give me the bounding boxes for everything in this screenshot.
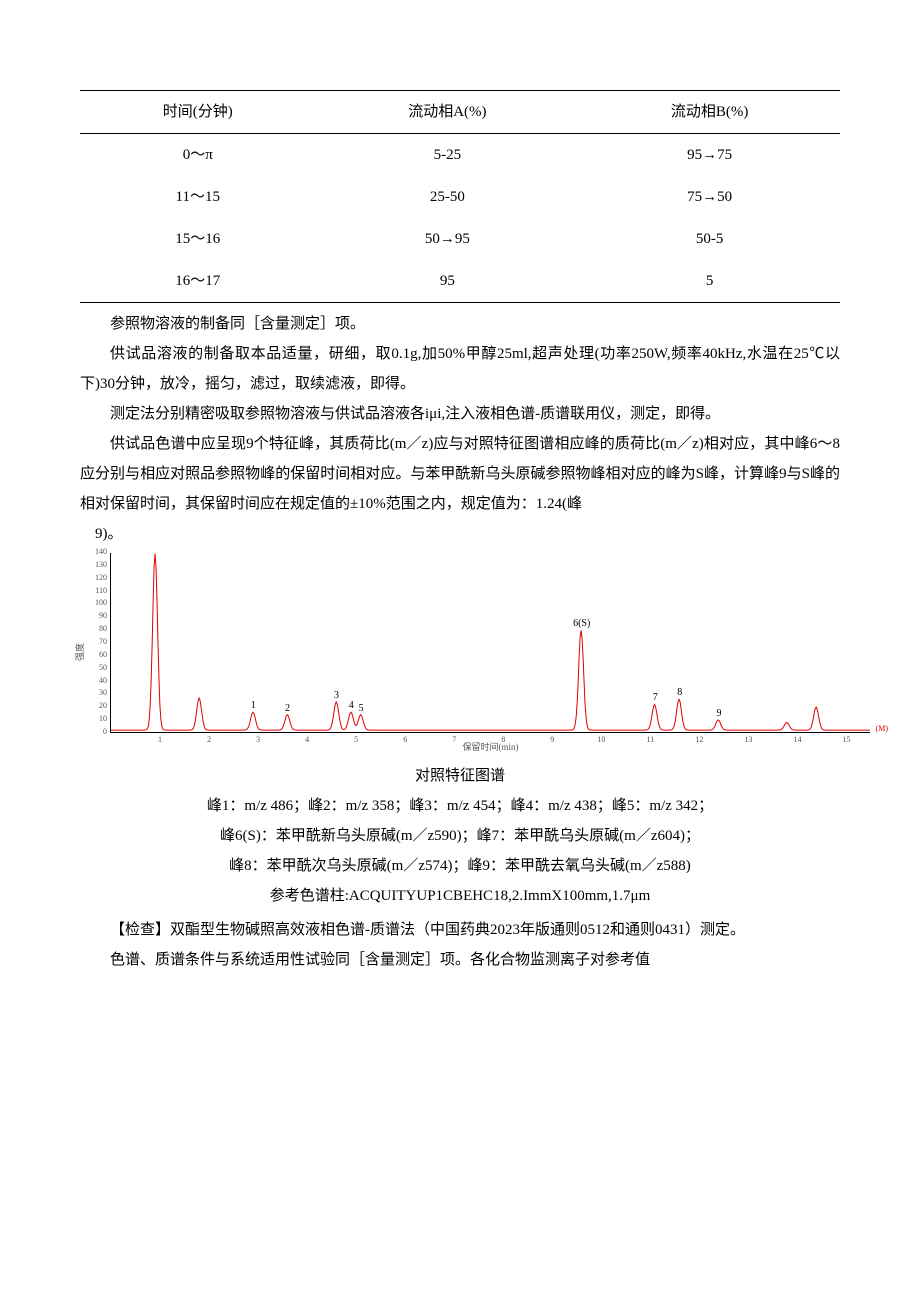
x-tick: 12 xyxy=(695,736,703,744)
table-cell: 50-5 xyxy=(579,218,840,260)
y-tick: 70 xyxy=(83,638,107,646)
axis-end-label: (M) xyxy=(876,721,888,737)
gradient-table: 时间(分钟) 流动相A(%) 流动相B(%) 0～π5-2595→7511～15… xyxy=(80,90,840,303)
table-row: 0～π5-2595→75 xyxy=(80,134,840,177)
x-tick: 10 xyxy=(597,736,605,744)
table-cell: 95 xyxy=(316,260,580,303)
peak-label: 4 xyxy=(349,701,354,711)
x-tick: 11 xyxy=(646,736,654,744)
x-tick: 7 xyxy=(452,736,456,744)
para-4: 供试品色谱中应呈现9个特征峰，其质荷比(m／z)应与对照特征图谱相应峰的质荷比(… xyxy=(80,429,840,519)
y-tick: 40 xyxy=(83,677,107,685)
chart-caption: 对照特征图谱 xyxy=(80,761,840,791)
para-3: 测定法分别精密吸取参照物溶液与供试品溶液各iμi,注入液相色谱-质谱联用仪，测定… xyxy=(80,399,840,429)
table-cell: 75→50 xyxy=(579,176,840,218)
x-tick: 4 xyxy=(305,736,309,744)
table-row: 16～17955 xyxy=(80,260,840,303)
peak-label: 5 xyxy=(359,704,364,714)
table-cell: 0～π xyxy=(80,134,316,177)
table-cell: 50→95 xyxy=(316,218,580,260)
table-row: 11～1525-5075→50 xyxy=(80,176,840,218)
y-tick: 20 xyxy=(83,702,107,710)
y-tick: 10 xyxy=(83,715,107,723)
y-tick: 50 xyxy=(83,664,107,672)
x-tick: 3 xyxy=(256,736,260,744)
table-cell: 5-25 xyxy=(316,134,580,177)
x-tick: 5 xyxy=(354,736,358,744)
para-7: 色谱、质谱条件与系统适用性试验同［含量测定］项。各化合物监测离子对参考值 xyxy=(80,945,840,975)
legend-line-4: 参考色谱柱:ACQUITYUP1CBEHC18,2.ImmX100mm,1.7μ… xyxy=(80,881,840,911)
para-6: 【检查】双酯型生物碱照高效液相色谱-质谱法（中国药典2023年版通则0512和通… xyxy=(80,915,840,945)
para-1: 参照物溶液的制备同［含量测定］项。 xyxy=(80,309,840,339)
table-row: 15～1650→9550-5 xyxy=(80,218,840,260)
peak-label: 3 xyxy=(334,691,339,701)
peak-label: 9 xyxy=(717,709,722,719)
x-axis-label: 保留时间(min) xyxy=(463,738,519,756)
para-2: 供试品溶液的制备取本品适量，研细，取0.1g,加50%甲醇25ml,超声处理(功… xyxy=(80,339,840,399)
peak-label: 8 xyxy=(677,688,682,698)
table-cell: 95→75 xyxy=(579,134,840,177)
th-time: 时间(分钟) xyxy=(80,91,316,134)
th-b: 流动相B(%) xyxy=(579,91,840,134)
peak-label: 6(S) xyxy=(573,619,590,629)
y-tick: 110 xyxy=(83,587,107,595)
table-cell: 5 xyxy=(579,260,840,303)
table-cell: 15～16 xyxy=(80,218,316,260)
para-5: 9)。 xyxy=(80,519,840,549)
x-tick: 8 xyxy=(501,736,505,744)
y-tick: 30 xyxy=(83,689,107,697)
x-tick: 6 xyxy=(403,736,407,744)
th-a: 流动相A(%) xyxy=(316,91,580,134)
y-tick: 60 xyxy=(83,651,107,659)
table-cell: 25-50 xyxy=(316,176,580,218)
chromatogram-trace xyxy=(111,554,870,731)
legend-line-3: 峰8：苯甲酰次乌头原碱(m／z574)；峰9：苯甲酰去氧乌头碱(m／z588) xyxy=(80,851,840,881)
y-tick: 80 xyxy=(83,625,107,633)
y-tick: 0 xyxy=(83,728,107,736)
peak-label: 1 xyxy=(251,701,256,711)
peak-label: 7 xyxy=(653,693,658,703)
table-cell: 16～17 xyxy=(80,260,316,303)
peak-label: 2 xyxy=(285,704,290,714)
chromatogram-chart: 强度 保留时间(min) (M) 01020304050607080901001… xyxy=(110,553,840,733)
y-tick: 90 xyxy=(83,612,107,620)
y-tick: 140 xyxy=(83,548,107,556)
y-tick: 100 xyxy=(83,599,107,607)
x-tick: 1 xyxy=(158,736,162,744)
y-tick: 130 xyxy=(83,561,107,569)
x-tick: 2 xyxy=(207,736,211,744)
y-tick: 120 xyxy=(83,574,107,582)
legend-line-1: 峰1：m/z 486；峰2：m/z 358；峰3：m/z 454；峰4：m/z … xyxy=(80,791,840,821)
x-tick: 15 xyxy=(842,736,850,744)
legend-line-2: 峰6(S)：苯甲酰新乌头原碱(m／z590)；峰7：苯甲酰乌头原碱(m／z604… xyxy=(80,821,840,851)
table-cell: 11～15 xyxy=(80,176,316,218)
x-tick: 9 xyxy=(550,736,554,744)
x-tick: 14 xyxy=(793,736,801,744)
x-tick: 13 xyxy=(744,736,752,744)
